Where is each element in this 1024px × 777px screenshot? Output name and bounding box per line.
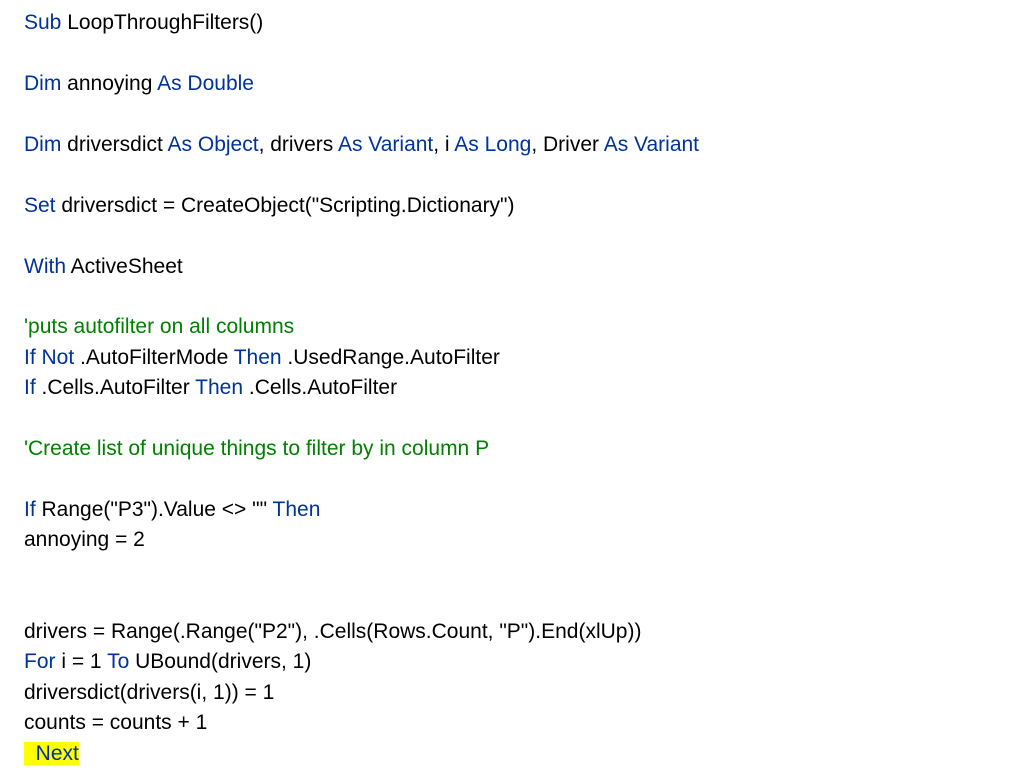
- code-token: Dim: [24, 133, 61, 156]
- code-line: Set driversdict = CreateObject("Scriptin…: [24, 191, 1000, 221]
- code-line: If Not .AutoFilterMode Then .UsedRange.A…: [24, 343, 1000, 373]
- code-token: For: [24, 650, 56, 673]
- code-token: Dim: [24, 72, 61, 95]
- code-token: Range("P3").Value <> "": [36, 498, 273, 521]
- code-token: If Not: [24, 346, 74, 369]
- code-token: , drivers: [259, 133, 338, 156]
- code-token: .UsedRange.AutoFilter: [282, 346, 500, 369]
- code-line: [24, 99, 1000, 129]
- code-line: [24, 282, 1000, 312]
- code-line: [24, 38, 1000, 68]
- code-line: driversdict(drivers(i, 1)) = 1: [24, 678, 1000, 708]
- code-token: As Object: [168, 133, 259, 156]
- code-line: [24, 586, 1000, 616]
- code-token: LoopThroughFilters(): [61, 11, 263, 34]
- code-line: If Range("P3").Value <> "" Then: [24, 495, 1000, 525]
- code-line: [24, 556, 1000, 586]
- code-token: , i: [433, 133, 454, 156]
- code-line: [24, 221, 1000, 251]
- code-line: drivers = Range(.Range("P2"), .Cells(Row…: [24, 617, 1000, 647]
- code-token: If: [24, 376, 36, 399]
- code-token: 'puts autofilter on all columns: [24, 315, 294, 338]
- code-token: counts = counts + 1: [24, 711, 207, 734]
- code-token: If: [24, 498, 36, 521]
- code-token: .Cells.AutoFilter: [243, 376, 397, 399]
- code-token: , Driver: [531, 133, 603, 156]
- code-line: Dim driversdict As Object, drivers As Va…: [24, 130, 1000, 160]
- code-token: annoying: [61, 72, 157, 95]
- code-line: [24, 465, 1000, 495]
- code-line: For i = 1 To UBound(drivers, 1): [24, 647, 1000, 677]
- code-token: driversdict(drivers(i, 1)) = 1: [24, 681, 274, 704]
- code-token: With: [24, 255, 66, 278]
- code-line: Sub LoopThroughFilters(): [24, 8, 1000, 38]
- code-token: As Double: [157, 72, 254, 95]
- code-line: [24, 404, 1000, 434]
- code-token: As Variant: [604, 133, 699, 156]
- code-line: [24, 160, 1000, 190]
- code-token: driversdict: [61, 133, 167, 156]
- code-line: 'puts autofilter on all columns: [24, 312, 1000, 342]
- code-token: Set: [24, 194, 56, 217]
- code-token: i = 1: [56, 650, 108, 673]
- code-line: annoying = 2: [24, 525, 1000, 555]
- code-token: 'Create list of unique things to filter …: [24, 437, 489, 460]
- code-token: Then: [234, 346, 282, 369]
- vba-code-block: Sub LoopThroughFilters() Dim annoying As …: [24, 8, 1000, 769]
- code-token: annoying = 2: [24, 528, 145, 551]
- code-line: counts = counts + 1: [24, 708, 1000, 738]
- code-token: As Variant: [338, 133, 433, 156]
- code-token: Then: [273, 498, 321, 521]
- code-token: .AutoFilterMode: [74, 346, 234, 369]
- code-line: Next: [24, 739, 1000, 769]
- code-token: .Cells.AutoFilter: [36, 376, 196, 399]
- code-token: ActiveSheet: [66, 255, 183, 278]
- code-token: drivers = Range(.Range("P2"), .Cells(Row…: [24, 620, 641, 643]
- code-token: Sub: [24, 11, 61, 34]
- code-token: Next: [36, 742, 79, 765]
- code-line: Dim annoying As Double: [24, 69, 1000, 99]
- code-line: If .Cells.AutoFilter Then .Cells.AutoFil…: [24, 373, 1000, 403]
- highlight-prefix: [24, 742, 36, 765]
- code-line: With ActiveSheet: [24, 252, 1000, 282]
- code-token: As Long: [454, 133, 531, 156]
- code-token: driversdict = CreateObject("Scripting.Di…: [56, 194, 515, 217]
- code-line: 'Create list of unique things to filter …: [24, 434, 1000, 464]
- code-token: Then: [195, 376, 243, 399]
- code-token: UBound(drivers, 1): [129, 650, 311, 673]
- code-token: To: [107, 650, 129, 673]
